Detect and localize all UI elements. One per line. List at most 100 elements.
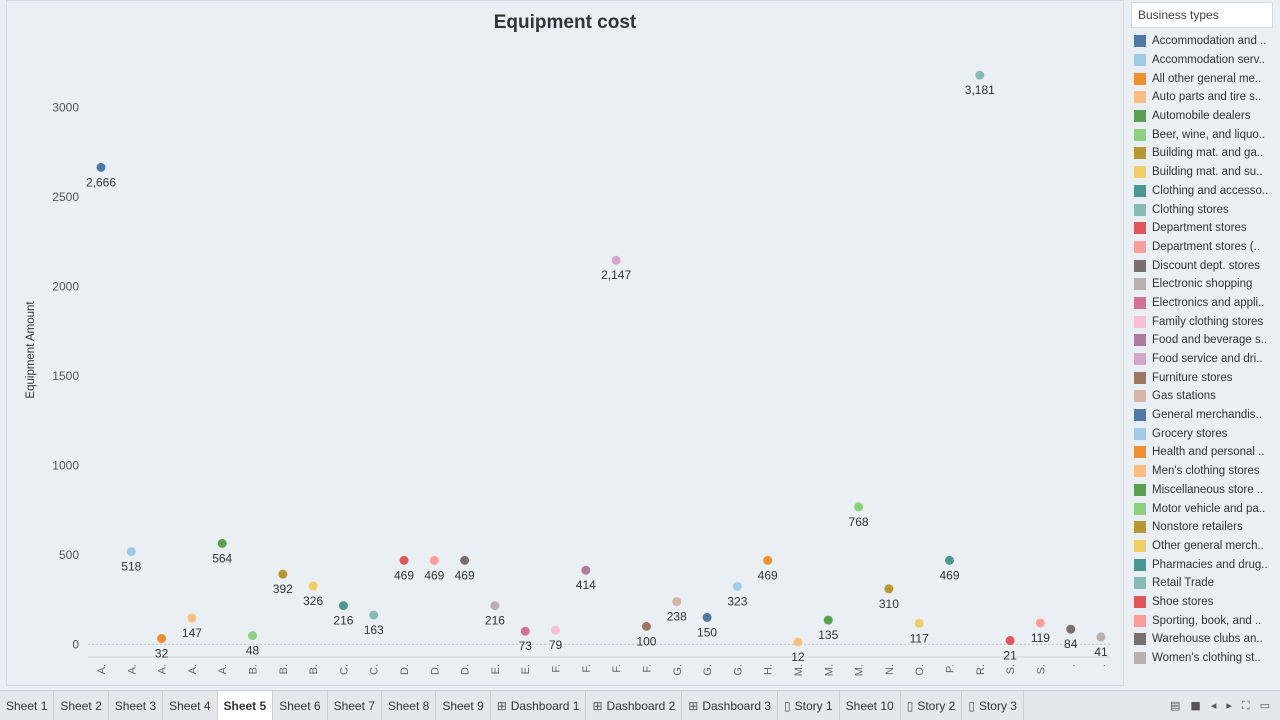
legend-item[interactable]: Other general merch.. [1130, 537, 1275, 556]
legend-item[interactable]: Discount dept. stores [1130, 256, 1275, 275]
data-point [914, 618, 924, 628]
legend-item[interactable]: Clothing and accesso.. [1130, 182, 1275, 201]
tab-label: Sheet 2 [60, 698, 102, 713]
tab-sheet-5[interactable]: Sheet 5 [217, 691, 274, 720]
tab-sheet-10[interactable]: Sheet 10 [840, 691, 901, 720]
legend-label: Shoe stores [1152, 595, 1214, 608]
legend-item[interactable]: Department stores [1130, 219, 1275, 238]
legend-label: Automobile dealers [1152, 110, 1251, 123]
tab-sheet-7[interactable]: Sheet 7 [328, 691, 382, 720]
presentation-mode-icon[interactable]: ▭ [1259, 699, 1270, 712]
tab-dashboard-3[interactable]: ⊞ Dashboard 3 [682, 691, 779, 720]
next-sheet-icon[interactable]: ▸ [1226, 699, 1232, 712]
legend-item[interactable]: Food service and dri.. [1130, 350, 1275, 369]
tab-sheet-9[interactable]: Sheet 9 [436, 691, 491, 720]
tab-sheet-4[interactable]: Sheet 4 [163, 691, 218, 720]
tab-sheet-1[interactable]: Sheet 1 [0, 691, 55, 720]
legend-item[interactable]: Family clothing stores [1130, 312, 1275, 331]
legend-label: General merchandis.. [1152, 409, 1262, 422]
legend-item[interactable]: Nonstore retailers [1130, 518, 1275, 537]
legend-item[interactable]: Women's clothing st.. [1130, 649, 1275, 668]
legend-label: Electronics and appli.. [1152, 296, 1265, 309]
story-icon: ▯ [784, 698, 791, 713]
legend-item[interactable]: Electronic shopping [1130, 275, 1275, 294]
tab-label: Story 3 [978, 698, 1017, 713]
legend-label: Food service and dri.. [1152, 353, 1263, 366]
data-label: 32 [155, 647, 169, 661]
legend-item[interactable]: Accommodation serv.. [1130, 51, 1275, 70]
tab-sheet-8[interactable]: Sheet 8 [382, 691, 437, 720]
legend-item[interactable]: Automobile dealers [1130, 107, 1275, 126]
legend-swatch [1134, 446, 1146, 459]
tab-sheet-6[interactable]: Sheet 6 [273, 691, 328, 720]
x-tick-label: G. [732, 664, 744, 676]
show-sheet-sorter-icon[interactable]: ■ [1190, 699, 1201, 712]
legend-item[interactable]: Furniture stores [1130, 368, 1275, 387]
legend-label: Beer, wine, and liquo.. [1152, 128, 1266, 141]
legend-item[interactable]: Beer, wine, and liquo.. [1130, 125, 1275, 144]
legend-item[interactable]: Gas stations [1130, 387, 1275, 406]
legend-item[interactable]: Food and beverage s.. [1130, 331, 1275, 350]
data-point [157, 634, 167, 644]
x-tick-label: G. [702, 664, 714, 676]
data-label: 73 [519, 639, 533, 653]
legend-swatch [1134, 128, 1146, 141]
fullscreen-icon[interactable]: ⛶ [1241, 698, 1250, 712]
data-point [460, 555, 470, 565]
tab-dashboard-2[interactable]: ⊞ Dashboard 2 [586, 691, 683, 720]
legend-item[interactable]: General merchandis.. [1130, 406, 1275, 425]
x-tick-label: N. [884, 664, 896, 675]
legend-item[interactable]: All other general me.. [1130, 69, 1275, 88]
legend-item[interactable]: Motor vehicle and pa.. [1130, 499, 1275, 518]
legend-item[interactable]: Accommodation and .. [1130, 32, 1275, 51]
legend-label: Miscellaneous store .. [1152, 483, 1264, 496]
data-label: 238 [667, 610, 687, 624]
tab-dashboard-1[interactable]: ⊞ Dashboard 1 [491, 691, 587, 720]
legend-item[interactable]: Grocery stores [1130, 424, 1275, 443]
legend-item[interactable]: Auto parts and tire s.. [1130, 88, 1275, 107]
data-label: 469 [758, 568, 778, 582]
legend-item[interactable]: Sporting, book, and .. [1130, 611, 1275, 630]
legend-item[interactable]: Pharmacies and drug.. [1130, 555, 1275, 574]
legend-item[interactable]: Shoe stores [1130, 593, 1275, 612]
x-tick-label: D. [429, 664, 441, 675]
data-point [278, 569, 288, 579]
tab-label: Dashboard 3 [702, 698, 772, 713]
legend-item[interactable]: Department stores (.. [1130, 238, 1275, 257]
data-label: 100 [636, 634, 656, 648]
show-filmstrip-icon[interactable]: ▤ [1170, 699, 1181, 712]
legend: Business types Accommodation and .. Accom… [1130, 0, 1275, 686]
x-tick-label: B. [248, 664, 260, 674]
legend-item[interactable]: Men's clothing stores [1130, 462, 1275, 481]
sheet-tabs: Sheet 1 Sheet 2 Sheet 3 Sheet 4 Sheet 5 Sheet… [0, 691, 1024, 720]
legend-swatch [1134, 371, 1146, 384]
tab-label: Story 1 [794, 698, 833, 713]
legend-item[interactable]: Clothing stores [1130, 200, 1275, 219]
tab-sheet-2[interactable]: Sheet 2 [54, 691, 109, 720]
previous-sheet-icon[interactable]: ◂ [1210, 699, 1217, 712]
y-tick-label: 500 [59, 548, 79, 562]
tab-sheet-3[interactable]: Sheet 3 [109, 691, 164, 720]
x-tick-label: B. [278, 664, 290, 674]
chart-panel [6, 0, 1124, 686]
legend-label: Other general merch.. [1152, 539, 1264, 552]
tab-story-2[interactable]: ▯ Story 2 [901, 691, 963, 720]
legend-item[interactable]: Electronics and appli.. [1130, 294, 1275, 313]
x-tick-label: C. [338, 664, 350, 675]
data-point [490, 601, 500, 611]
x-tick-label: S. [1005, 664, 1017, 674]
x-tick-label: M. [823, 664, 835, 676]
legend-item[interactable]: Health and personal .. [1130, 443, 1275, 462]
legend-label: Accommodation and .. [1152, 35, 1267, 48]
tab-story-1[interactable]: ▯ Story 1 [778, 691, 840, 720]
data-point [732, 581, 742, 591]
legend-item[interactable]: Miscellaneous store .. [1130, 481, 1275, 500]
legend-label: Department stores [1152, 222, 1247, 235]
tab-story-3[interactable]: ▯ Story 3 [962, 691, 1024, 720]
legend-item[interactable]: Building mat. and ga.. [1130, 144, 1275, 163]
legend-item[interactable]: Building mat. and su.. [1130, 163, 1275, 182]
tab-label: Dashboard 2 [606, 698, 676, 713]
legend-item[interactable]: Warehouse clubs an.. [1130, 630, 1275, 649]
legend-swatch [1134, 390, 1146, 403]
legend-item[interactable]: Retail Trade [1130, 574, 1275, 593]
